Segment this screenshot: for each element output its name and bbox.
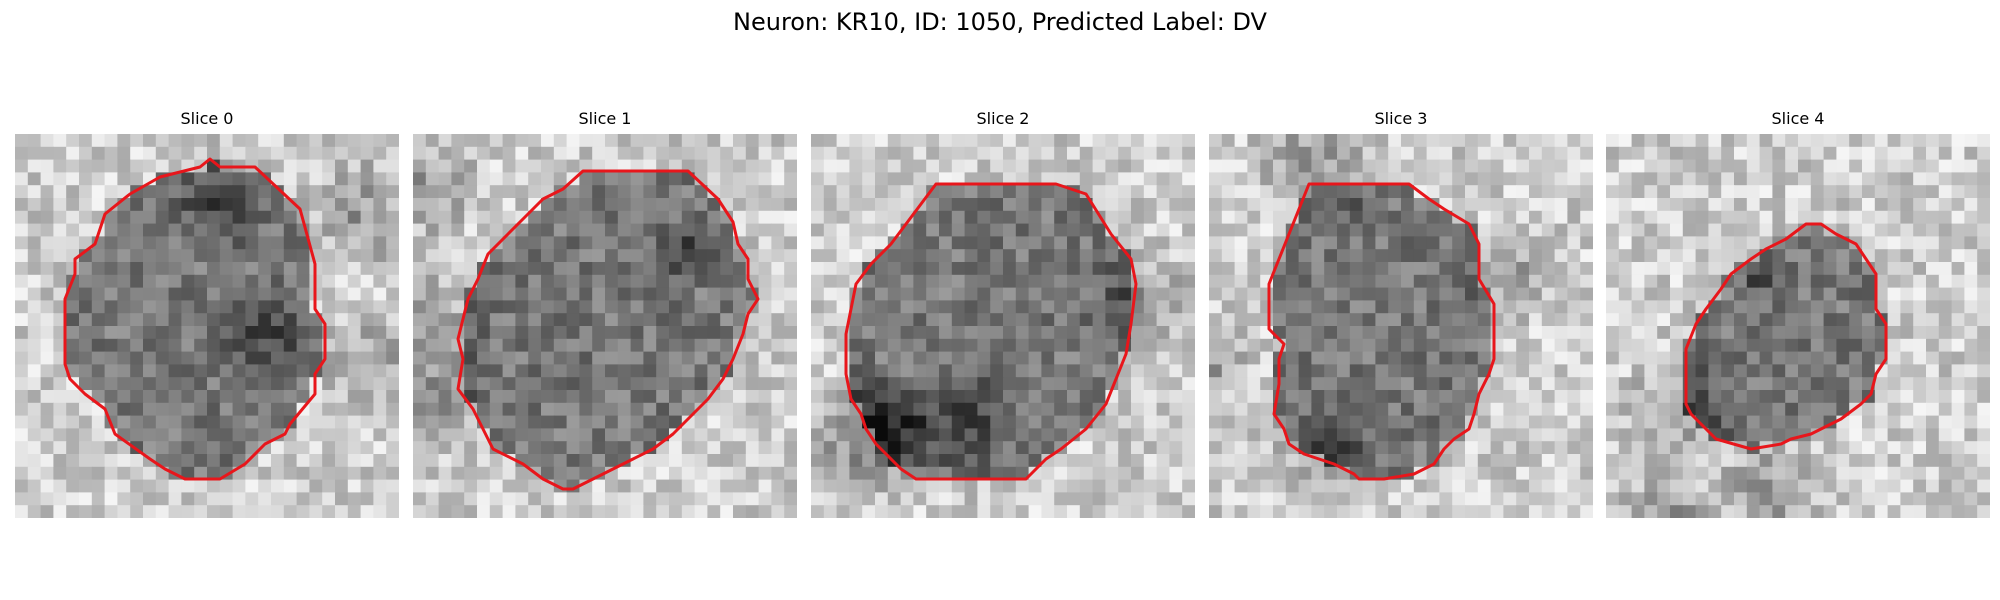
pixel-grid-3 [1209, 134, 1593, 518]
slice-title-4: Slice 4 [1771, 109, 1825, 128]
slice-image-0 [15, 134, 399, 518]
pixel-grid-4 [1606, 134, 1990, 518]
roi-contour-1 [456, 169, 760, 491]
roi-contour-2 [844, 182, 1138, 481]
slice-panel-2: Slice 2 [811, 108, 1195, 522]
slice-image-4 [1606, 134, 1990, 518]
slice-panel-3: Slice 3 [1209, 108, 1593, 522]
roi-contour-4 [1684, 222, 1888, 451]
slice-image-3 [1209, 134, 1593, 518]
slice-title-1: Slice 1 [578, 109, 632, 128]
figure-title: Neuron: KR10, ID: 1050, Predicted Label:… [733, 8, 1267, 36]
pixel-grid-2 [811, 134, 1195, 518]
roi-contour-3 [1267, 182, 1496, 481]
pixel-grid-0 [15, 134, 399, 518]
slice-image-2 [811, 134, 1195, 518]
pixel-grid-1 [413, 134, 797, 518]
slice-image-1 [413, 134, 797, 518]
slice-panel-1: Slice 1 [413, 108, 797, 522]
slice-panel-4: Slice 4 [1606, 108, 1990, 522]
roi-contour-0 [63, 157, 327, 481]
slice-panel-0: Slice 0 [15, 108, 399, 522]
slice-title-2: Slice 2 [976, 109, 1030, 128]
slice-title-3: Slice 3 [1374, 109, 1428, 128]
slice-title-0: Slice 0 [180, 109, 234, 128]
